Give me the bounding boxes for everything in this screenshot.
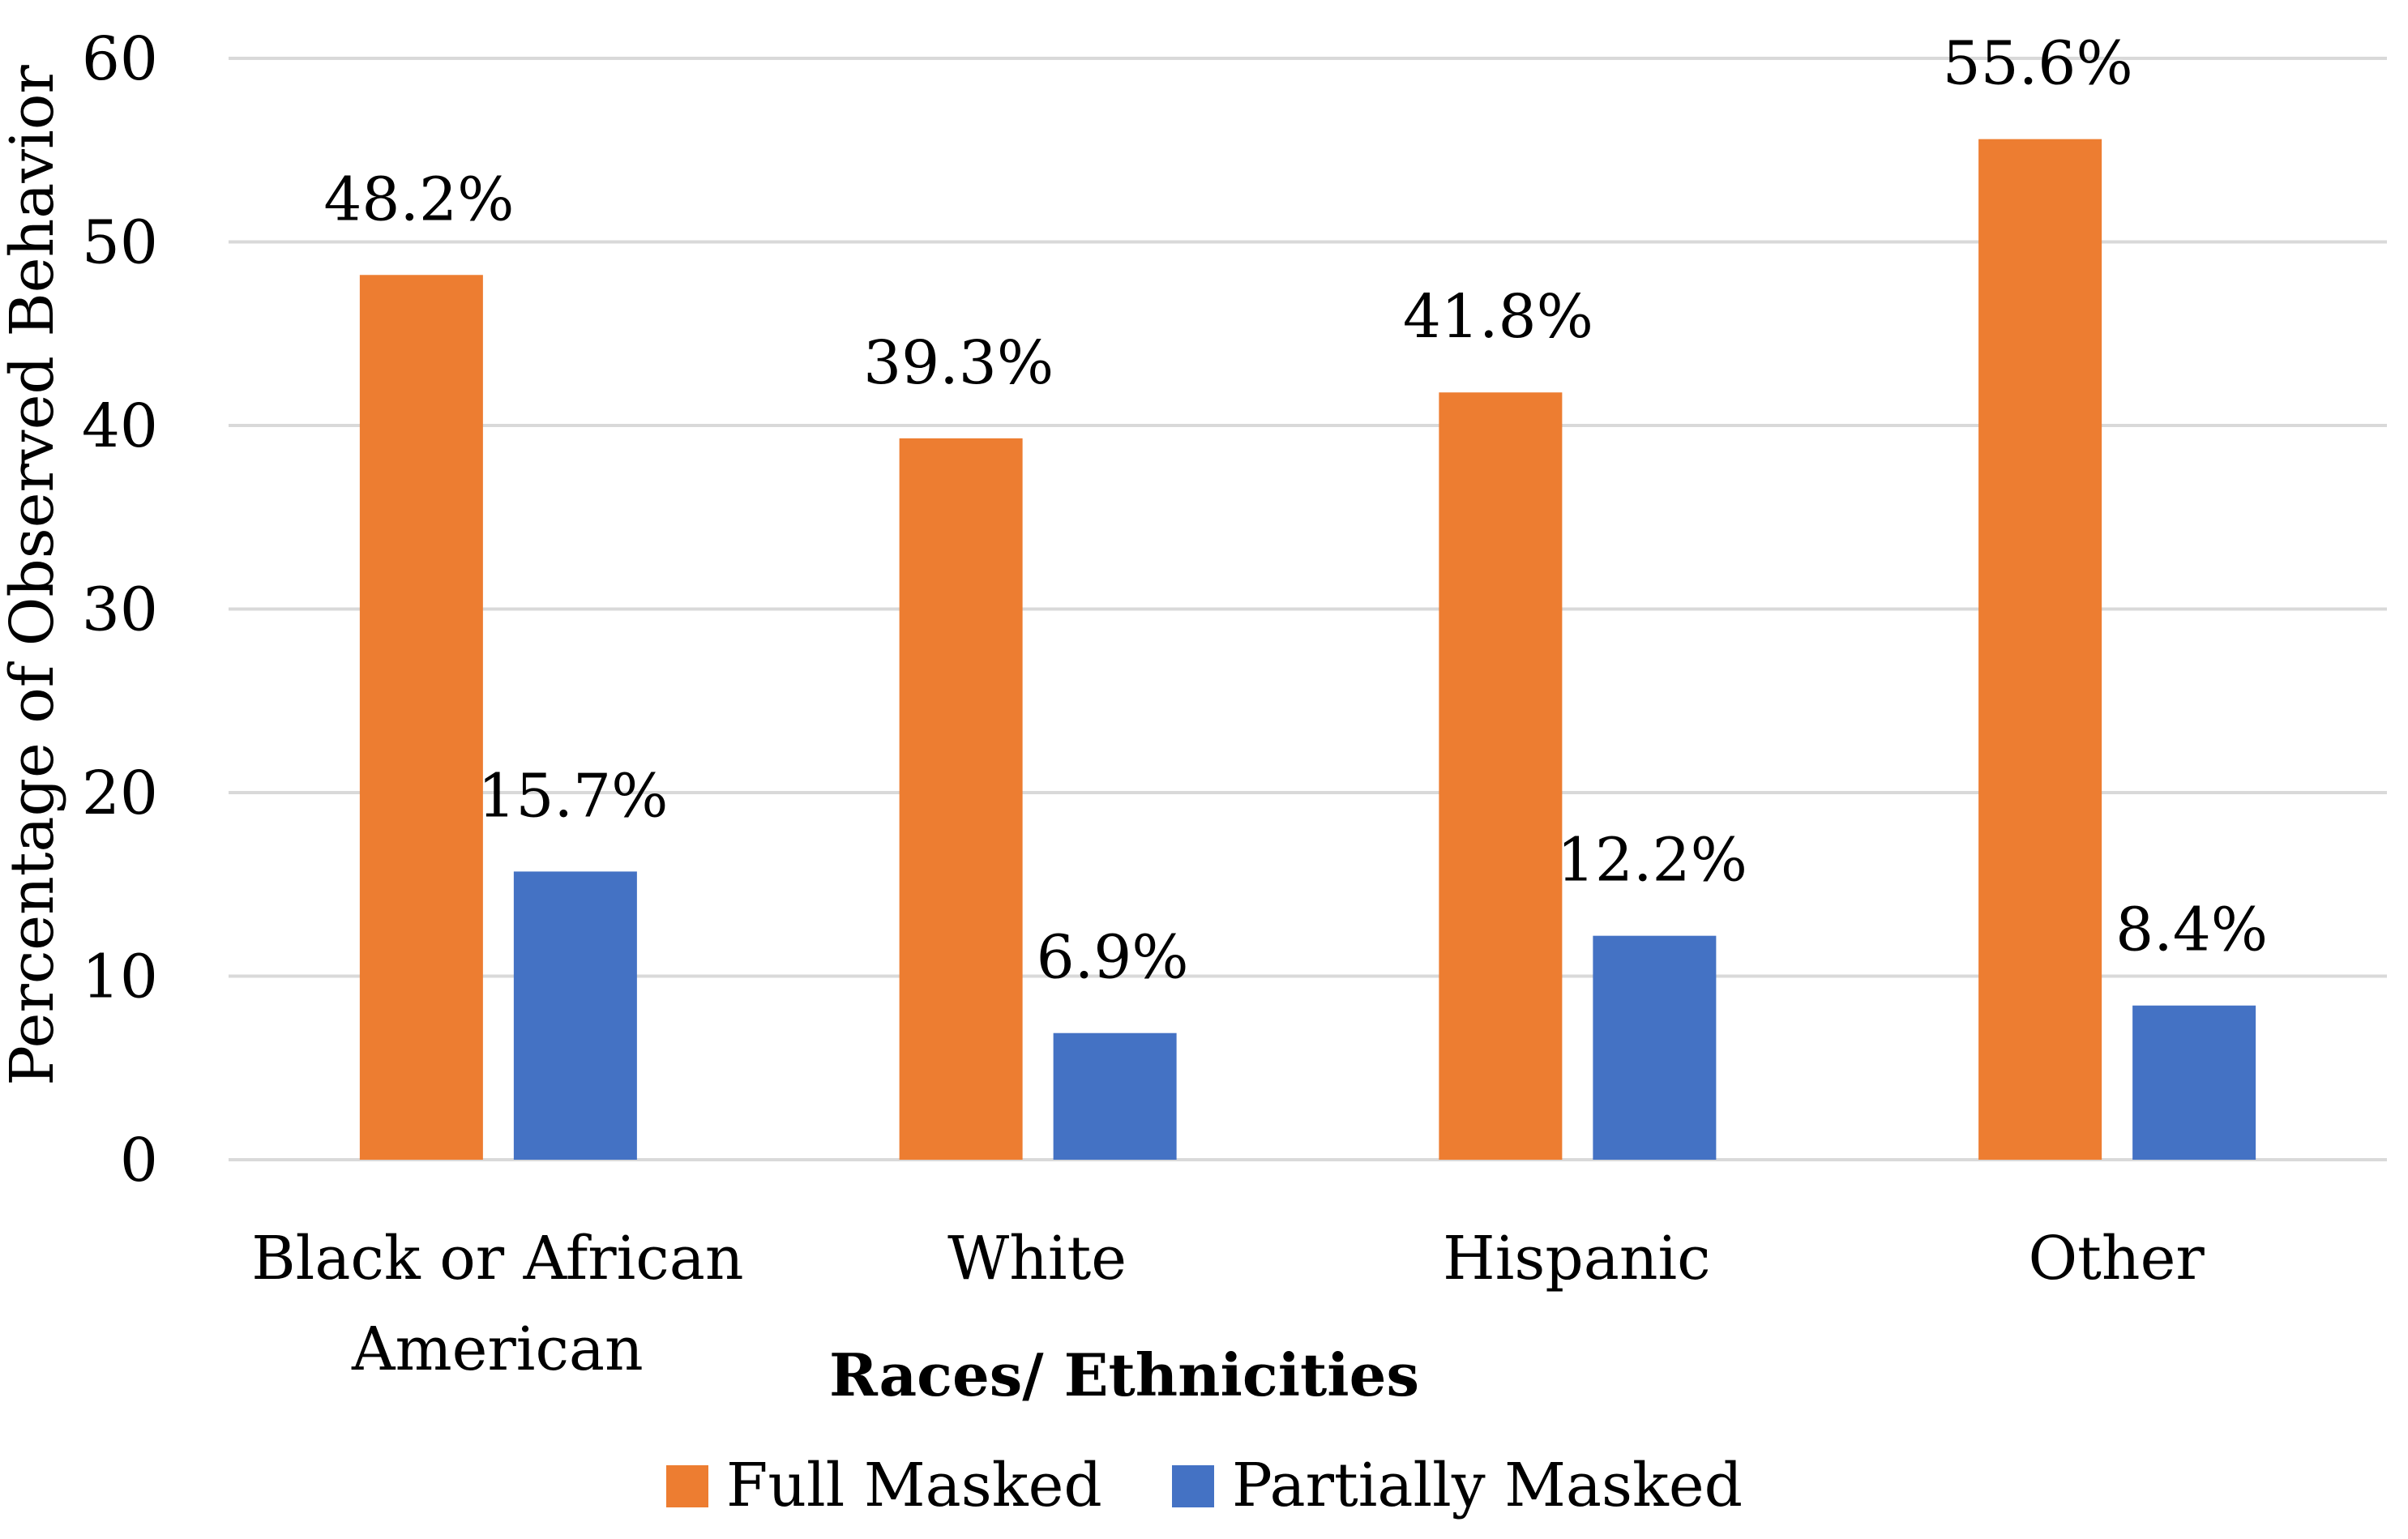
bar-data-label: 39.3%	[863, 328, 1054, 398]
bar	[359, 275, 483, 1160]
bar	[1978, 139, 2102, 1160]
y-tick-label: 20	[82, 759, 158, 828]
legend-swatch-full-masked	[666, 1465, 708, 1507]
legend-label-partially-masked: Partially Masked	[1232, 1451, 1743, 1520]
legend-label-full-masked: Full Masked	[726, 1451, 1102, 1520]
bar-data-label: 12.2%	[1557, 826, 1747, 896]
x-axis-label: Races/ Ethnicities	[829, 1340, 1419, 1409]
bar-data-label: 55.6%	[1943, 29, 2133, 99]
bar	[513, 871, 637, 1160]
y-tick-label: 60	[82, 24, 158, 94]
bar	[2132, 1005, 2256, 1160]
legend: Full Masked Partially Masked	[666, 1451, 1743, 1520]
bar-data-labels: 48.2% 15.7% 39.3% 6.9% 41.8% 12.2% 55.6% 8.4%	[323, 29, 2268, 993]
y-tick-label: 0	[120, 1126, 158, 1195]
y-axis-ticks: 0 10 20 30 40 50 60	[82, 24, 158, 1195]
bar	[1593, 935, 1717, 1160]
y-tick-label: 50	[82, 208, 158, 278]
y-tick-label: 10	[82, 943, 158, 1012]
y-tick-label: 30	[82, 575, 158, 645]
bar-data-label: 8.4%	[2115, 896, 2268, 965]
bar-data-label: 48.2%	[323, 165, 514, 234]
x-tick-label: American	[351, 1315, 644, 1384]
x-tick-label: White	[947, 1224, 1127, 1293]
x-axis-ticks: Black or African American White Hispanic Oth…	[251, 1224, 2205, 1384]
bars	[359, 139, 2256, 1161]
x-tick-label: Other	[2029, 1224, 2205, 1293]
y-axis-label: Percentage of Observed Behavior	[0, 65, 67, 1086]
bar-data-label: 41.8%	[1403, 282, 1593, 352]
x-tick-label: Black or African	[251, 1224, 743, 1293]
legend-swatch-partially-masked	[1172, 1465, 1214, 1507]
y-tick-label: 40	[82, 391, 158, 461]
bar	[1053, 1032, 1177, 1160]
bar-data-label: 6.9%	[1037, 923, 1189, 993]
x-tick-label: Hispanic	[1443, 1224, 1710, 1293]
bar-data-label: 15.7%	[477, 761, 668, 831]
bar	[899, 438, 1023, 1160]
bar	[1439, 392, 1563, 1161]
